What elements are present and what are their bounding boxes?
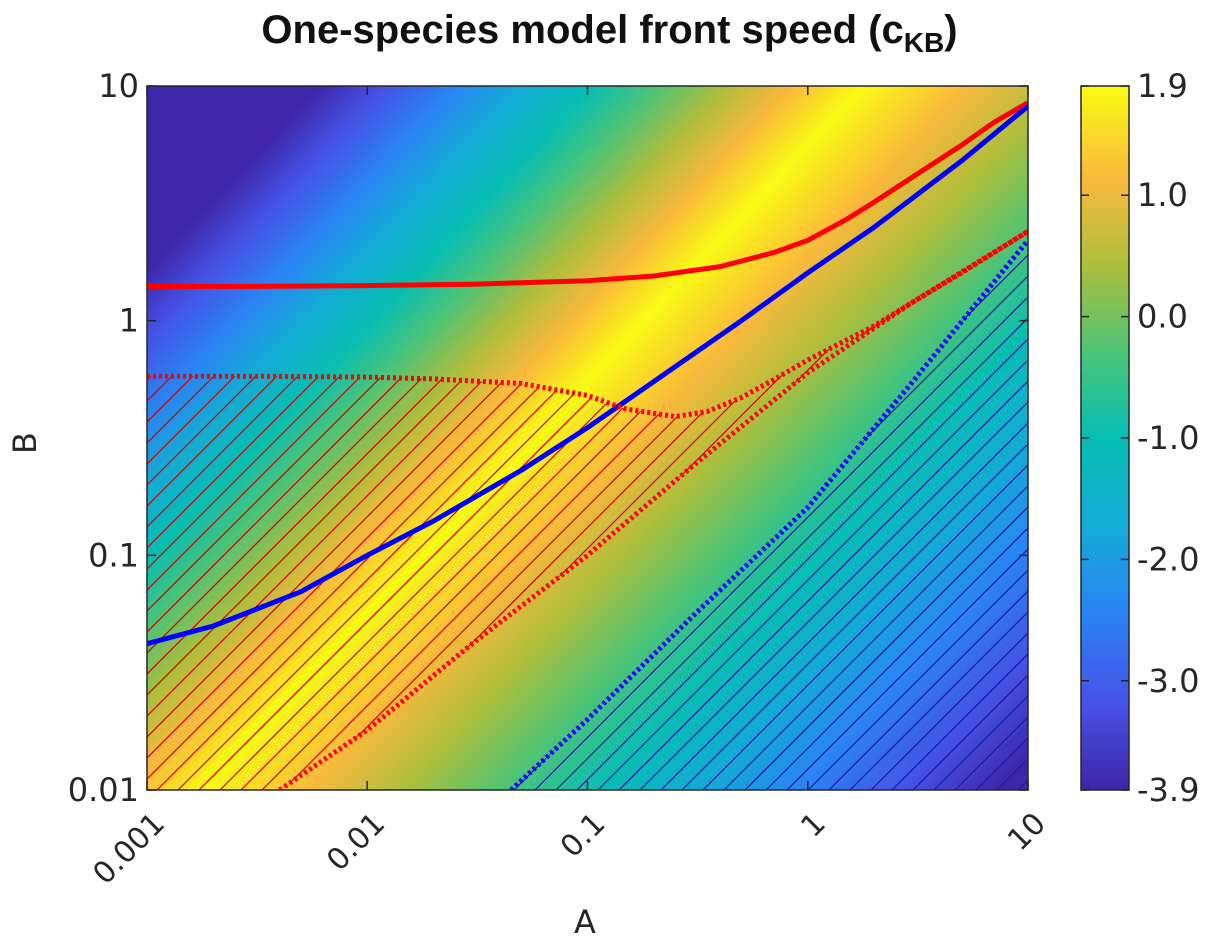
dotted-curve: [509, 238, 1028, 790]
hatch-line: [807, 240, 1028, 790]
chart-title-suffix: ): [944, 8, 958, 52]
dotted-curve: [147, 229, 1028, 420]
hatch-line: [639, 240, 1028, 790]
y-tick-label: 0.1: [88, 536, 139, 574]
hatch-line: [576, 240, 1028, 790]
hatch-line: [786, 240, 1028, 790]
solid-curve: [147, 100, 1028, 289]
hatch-line: [147, 231, 505, 790]
hatch-line: [849, 240, 1028, 790]
hatch-line: [147, 231, 715, 790]
solid-curve: [147, 104, 1028, 647]
x-tick-label: 0.01: [320, 806, 392, 878]
hatch-line: [702, 240, 1028, 790]
colorbar-tick-label: -3.9: [1137, 771, 1199, 809]
hatch-line: [147, 231, 589, 790]
hatch-line: [147, 231, 652, 790]
y-tick-label: 1: [119, 302, 139, 340]
hatch-line: [891, 240, 1028, 790]
x-axis-label: A: [574, 903, 596, 941]
dotted-curve: [278, 229, 1028, 790]
y-tick-label: 0.01: [68, 771, 139, 809]
colorbar-tick-label: -2.0: [1137, 540, 1199, 578]
chart-title-text: One-species model front speed (c: [261, 8, 904, 52]
hatch-line: [156, 231, 862, 790]
hatch-line: [618, 240, 1028, 790]
hatch-line: [147, 231, 526, 790]
hatch-line: [1207, 86, 1219, 790]
x-tick-label: 0.1: [554, 806, 612, 864]
hatch-line: [147, 231, 568, 790]
hatch-line: [147, 231, 547, 790]
x-tick-label: 1: [794, 806, 832, 844]
hatch-line: [198, 231, 904, 790]
hatch-line: [147, 231, 820, 790]
hatch-line: [147, 231, 757, 790]
y-axis-label: B: [5, 432, 44, 454]
hatch-line: [147, 231, 610, 790]
colorbar-tick-label: 0.0: [1137, 298, 1188, 336]
x-tick-label: 10: [1001, 806, 1053, 858]
hatch-line: [282, 231, 988, 790]
colorbar-tick-label: 1.0: [1137, 176, 1188, 214]
hatch-line: [1207, 86, 1219, 790]
hatch-line: [177, 231, 883, 790]
hatch-line: [597, 240, 1028, 790]
hatch-line: [147, 231, 799, 790]
x-tick-label: 0.001: [86, 806, 171, 891]
hatch-line: [828, 240, 1028, 790]
hatch-line: [723, 240, 1028, 790]
hatch-line: [870, 240, 1028, 790]
hatch-line: [534, 240, 1028, 790]
hatch-line: [765, 240, 1028, 790]
colorbar-tick-label: -3.0: [1137, 662, 1199, 700]
hatch-line: [555, 240, 1028, 790]
hatch-line: [240, 231, 946, 790]
colorbar-tick-label: -1.0: [1137, 419, 1199, 457]
hatch-line: [660, 240, 1028, 790]
hatch-line: [147, 231, 673, 790]
hatch-line: [744, 240, 1028, 790]
chart-title-subscript: KB: [903, 27, 945, 58]
hatch-line: [147, 231, 736, 790]
colorbar-tick-label: 1.9: [1137, 67, 1188, 105]
hatch-line: [681, 240, 1028, 790]
hatch-line: [147, 231, 694, 790]
heatmap-surface: [147, 86, 1028, 790]
hatch-line: [303, 231, 1009, 790]
hatch-line: [147, 231, 631, 790]
hatch-line: [261, 231, 967, 790]
hatch-line: [147, 231, 778, 790]
chart-title: One-species model front speed (cKB): [0, 8, 1219, 59]
hatch-line: [147, 231, 841, 790]
y-tick-label: 10: [98, 67, 139, 105]
